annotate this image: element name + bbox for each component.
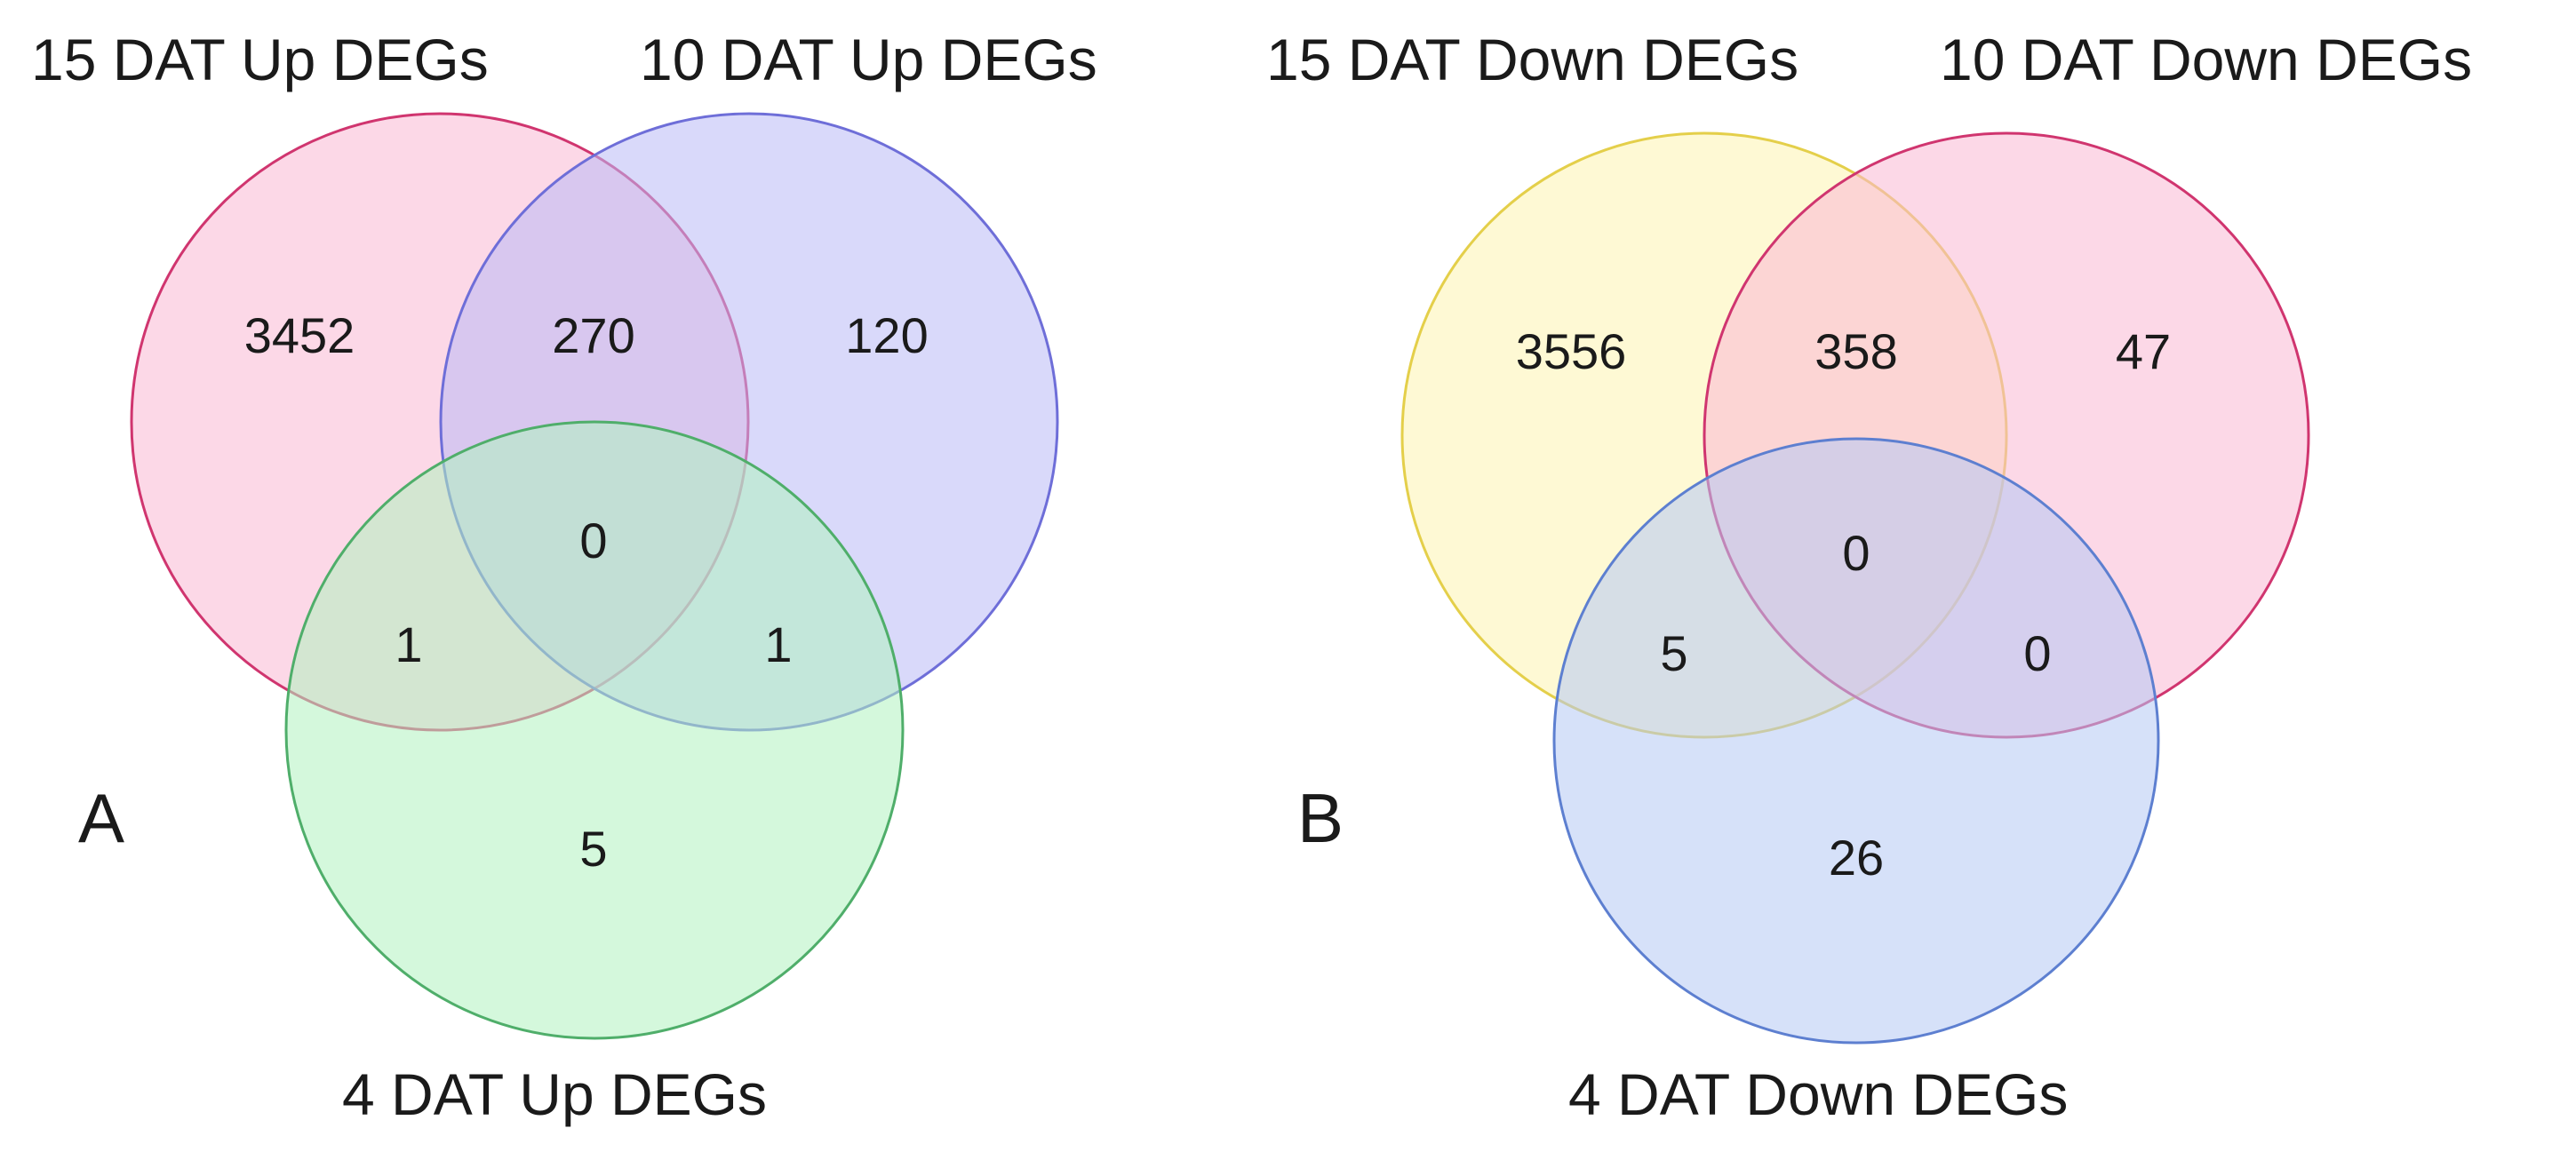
count-15-10-up: 270 — [552, 307, 634, 363]
venn-panel-b: 15 DAT Down DEGs 10 DAT Down DEGs 4 DAT … — [1266, 27, 2472, 1127]
count-all-up: 0 — [579, 512, 607, 568]
count-only-10dat-up: 120 — [845, 307, 928, 363]
set-circle-4dat-up — [284, 420, 905, 1040]
panel-letter-a: A — [78, 779, 124, 857]
set-label-10dat-up: 10 DAT Up DEGs — [640, 27, 1097, 92]
panel-letter-b: B — [1297, 779, 1344, 857]
count-only-10dat-down: 47 — [2116, 323, 2171, 379]
count-only-15dat-down: 3556 — [1516, 323, 1627, 379]
set-label-4dat-down: 4 DAT Down DEGs — [1568, 1061, 2068, 1127]
count-all-down: 0 — [1842, 525, 1870, 581]
count-only-4dat-up: 5 — [579, 821, 607, 877]
count-10-4-down: 0 — [2023, 625, 2051, 681]
count-15-10-down: 358 — [1814, 323, 1897, 379]
set-label-4dat-up: 4 DAT Up DEGs — [342, 1061, 767, 1127]
count-15-4-up: 1 — [395, 616, 422, 672]
set-circle-4dat-down — [1552, 437, 2160, 1045]
count-only-15dat-up: 3452 — [244, 307, 355, 363]
set-label-10dat-down: 10 DAT Down DEGs — [1940, 27, 2472, 92]
venn-panel-a: 15 DAT Up DEGs 10 DAT Up DEGs 4 DAT Up D… — [31, 27, 1097, 1127]
set-label-15dat-down: 15 DAT Down DEGs — [1266, 27, 1798, 92]
count-only-4dat-down: 26 — [1829, 830, 1884, 886]
count-15-4-down: 5 — [1660, 625, 1687, 681]
set-label-15dat-up: 15 DAT Up DEGs — [31, 27, 489, 92]
count-10-4-up: 1 — [764, 616, 792, 672]
